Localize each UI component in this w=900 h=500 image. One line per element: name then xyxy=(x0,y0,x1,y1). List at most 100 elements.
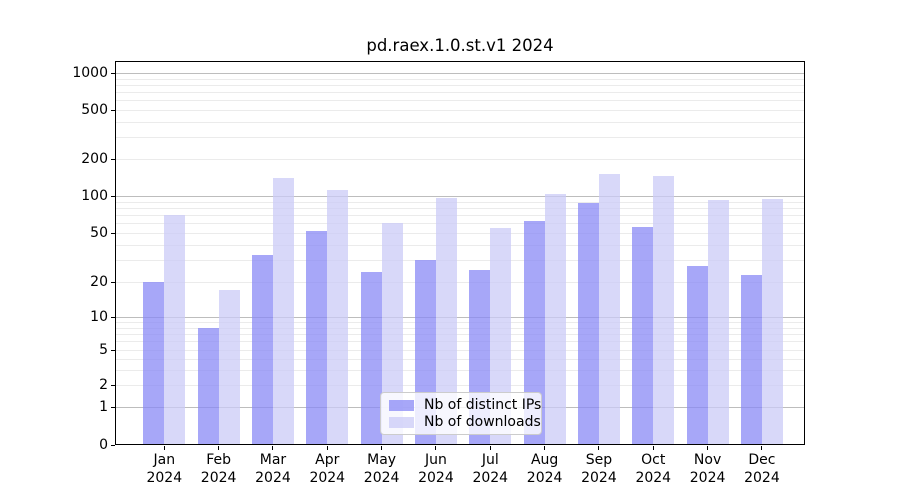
gridline-minor xyxy=(116,244,804,246)
y-tick-label: 20 xyxy=(90,274,108,290)
y-tick-mark xyxy=(111,317,115,318)
bar-distinct-ips xyxy=(632,226,654,444)
plot-area xyxy=(115,61,805,445)
x-tick-label: Jul 2024 xyxy=(472,452,509,486)
bar-downloads xyxy=(218,290,240,444)
x-tick-mark xyxy=(544,446,546,450)
y-tick-label: 10 xyxy=(90,309,108,325)
gridline-minor xyxy=(116,137,804,139)
bar-distinct-ips xyxy=(197,327,219,444)
x-tick-mark xyxy=(272,446,274,450)
x-tick-mark xyxy=(707,446,709,450)
gridline-minor xyxy=(116,333,804,335)
bar-distinct-ips xyxy=(360,272,382,444)
gridline-minor xyxy=(116,350,804,351)
x-tick-mark xyxy=(598,446,600,450)
bar-distinct-ips xyxy=(523,220,545,444)
y-tick-label: 2 xyxy=(99,377,108,393)
gridline-minor xyxy=(116,201,804,203)
gridline-minor xyxy=(116,121,804,123)
gridline-minor xyxy=(116,92,804,94)
bar-downloads xyxy=(653,175,675,444)
gridline-major xyxy=(116,73,804,74)
gridline-minor xyxy=(116,159,804,160)
x-tick-label: Sep 2024 xyxy=(581,452,617,486)
gridline-major xyxy=(116,317,804,318)
gridline-minor xyxy=(116,327,804,329)
legend: Nb of distinct IPs Nb of downloads xyxy=(380,392,542,435)
x-tick-mark xyxy=(381,446,383,450)
x-tick-label: Apr 2024 xyxy=(309,452,346,486)
gridline-minor xyxy=(116,78,804,80)
x-tick-mark xyxy=(489,446,491,450)
y-tick-label: 500 xyxy=(81,102,108,118)
gridline-minor xyxy=(116,100,804,102)
y-tick-label: 100 xyxy=(81,188,108,204)
bar-downloads xyxy=(272,178,294,444)
gridline-minor xyxy=(116,223,804,225)
grid-layer xyxy=(116,62,804,444)
legend-label-distinct-ips: Nb of distinct IPs xyxy=(424,397,542,413)
x-tick-mark xyxy=(761,446,763,450)
gridline-minor xyxy=(116,84,804,86)
x-tick-mark xyxy=(326,446,328,450)
y-tick-label: 1 xyxy=(99,399,108,415)
y-tick-label: 200 xyxy=(81,151,108,167)
y-tick-label: 5 xyxy=(99,342,108,358)
bar-downloads xyxy=(164,215,186,444)
bar-downloads xyxy=(490,227,512,444)
bar-distinct-ips xyxy=(686,265,708,444)
y-tick-label: 50 xyxy=(90,225,108,241)
x-tick-label: Mar 2024 xyxy=(255,452,291,486)
x-tick-mark xyxy=(652,446,654,450)
x-tick-label: Oct 2024 xyxy=(635,452,672,486)
y-tick-mark xyxy=(111,407,115,408)
legend-swatch-downloads xyxy=(389,417,414,428)
bar-downloads xyxy=(544,193,566,444)
gridline-minor xyxy=(116,322,804,324)
legend-entry-downloads: Nb of downloads xyxy=(389,414,541,431)
x-tick-mark xyxy=(435,446,437,450)
gridline-minor xyxy=(116,207,804,209)
x-tick-label: Nov 2024 xyxy=(689,452,726,486)
bar-distinct-ips xyxy=(740,274,762,444)
legend-label-downloads: Nb of downloads xyxy=(424,414,541,430)
bar-distinct-ips xyxy=(143,282,165,444)
x-tick-label: Dec 2024 xyxy=(744,452,780,486)
bar-downloads xyxy=(381,223,403,444)
gridline-minor xyxy=(116,282,804,283)
gridline-minor xyxy=(116,110,804,111)
gridline-minor xyxy=(116,385,804,386)
y-tick-mark xyxy=(111,110,115,111)
y-tick-mark xyxy=(111,350,115,351)
gridline-minor xyxy=(116,341,804,343)
y-tick-mark xyxy=(111,233,115,234)
x-tick-label: Jan 2024 xyxy=(146,452,183,486)
bar-layer xyxy=(116,62,804,444)
bar-downloads xyxy=(761,199,783,444)
x-tick-label: Feb 2024 xyxy=(200,452,237,486)
gridline-minor xyxy=(116,233,804,234)
x-tick-label: Aug 2024 xyxy=(526,452,563,486)
gridline-minor xyxy=(116,358,804,360)
gridline-major xyxy=(116,196,804,197)
gridline-minor xyxy=(116,369,804,371)
y-tick-mark xyxy=(111,445,115,446)
x-tick-mark xyxy=(163,446,165,450)
bar-distinct-ips xyxy=(577,203,599,444)
y-tick-label: 1000 xyxy=(72,65,108,81)
bar-downloads xyxy=(598,174,620,444)
bar-downloads xyxy=(707,200,729,444)
legend-entry-distinct-ips: Nb of distinct IPs xyxy=(389,397,541,414)
y-tick-mark xyxy=(111,73,115,74)
bar-distinct-ips xyxy=(306,230,328,444)
x-tick-label: May 2024 xyxy=(363,452,400,486)
y-tick-mark xyxy=(111,385,115,386)
x-tick-label: Jun 2024 xyxy=(418,452,454,486)
bar-downloads xyxy=(327,189,349,444)
y-tick-mark xyxy=(111,159,115,160)
x-tick-mark xyxy=(218,446,220,450)
y-tick-mark xyxy=(111,282,115,283)
bar-downloads xyxy=(435,198,457,444)
chart-title: pd.raex.1.0.st.v1 2024 xyxy=(366,36,554,55)
